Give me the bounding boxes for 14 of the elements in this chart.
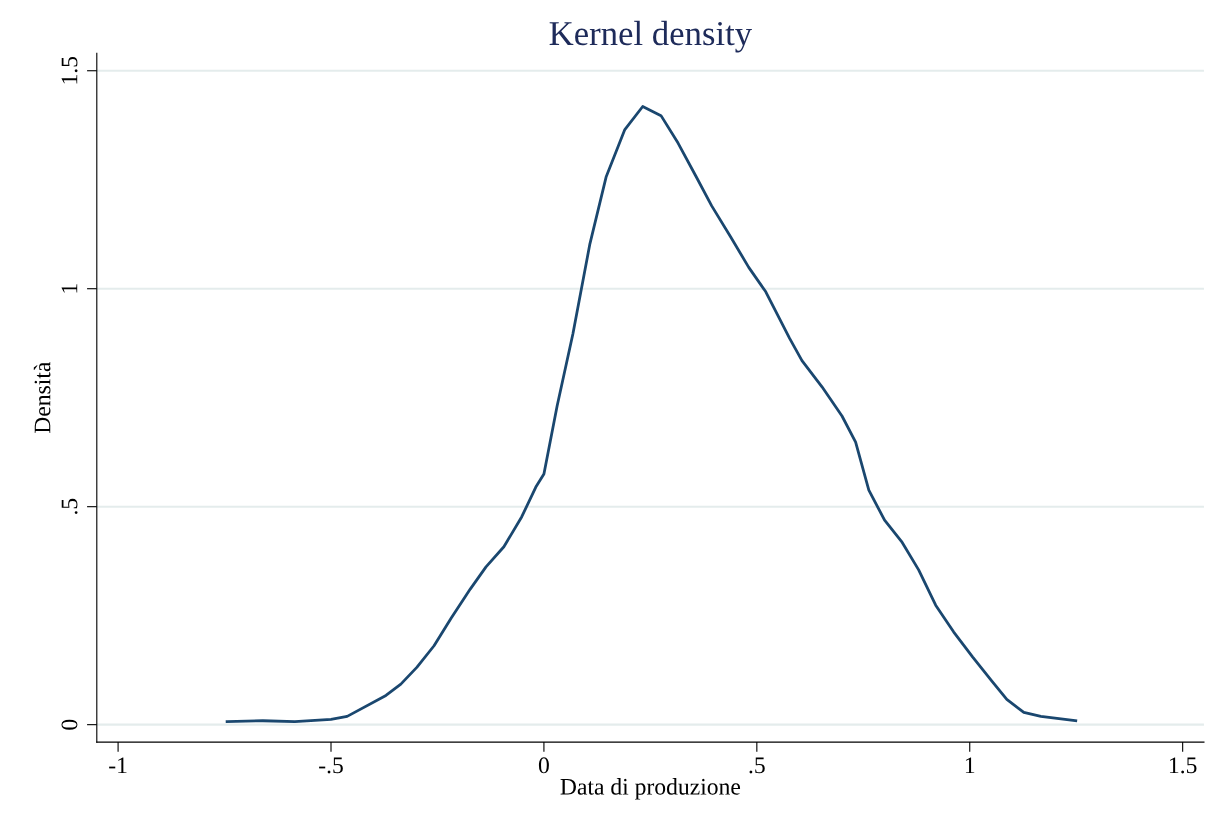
x-tick-label: 0 [538, 757, 549, 774]
y-axis-title: Densità [33, 361, 51, 434]
x-axis-title: Data di produzione [560, 778, 741, 800]
x-tick-label: -1 [109, 757, 127, 774]
chart-title: Kernel density [549, 20, 752, 53]
x-tick-label: 1.5 [1169, 757, 1197, 774]
y-tick-label: 1 [61, 284, 78, 293]
y-tick-label: 0 [61, 719, 78, 730]
x-tick-label: .5 [749, 757, 765, 774]
x-tick-label: 1 [965, 757, 975, 774]
x-tick-label: -.5 [319, 757, 343, 774]
line-series [225, 105, 1078, 723]
y-tick-label: .5 [61, 498, 78, 514]
y-tick-label: 1.5 [61, 56, 78, 84]
